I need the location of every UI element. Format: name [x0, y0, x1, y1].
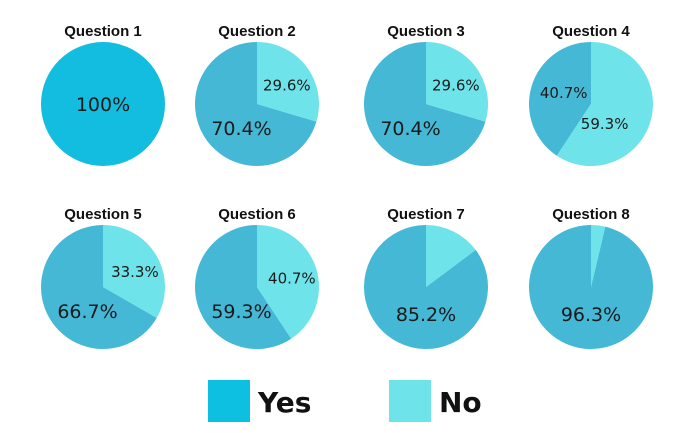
slice-label-yes: 40.7%: [540, 84, 588, 102]
legend-swatch-no: [389, 380, 431, 422]
slice-label-yes: 70.4%: [380, 118, 440, 140]
chart-title: Question 3: [387, 23, 465, 40]
chart-title: Question 8: [552, 206, 630, 223]
pie-chart-question-4: Question 4 59.3% 40.7%: [529, 23, 654, 166]
slice-label-yes: 100%: [76, 94, 130, 116]
pie-slice-no: [426, 225, 476, 287]
slice-label-no: 29.6%: [432, 77, 480, 95]
pie-slice-no: [426, 42, 488, 122]
legend-label-yes: Yes: [257, 386, 311, 419]
pie-slice-no: [257, 225, 319, 339]
pie-chart-question-2: Question 2 29.6% 70.4%: [194, 23, 319, 166]
pie-chart-question-6: Question 6 40.7% 59.3%: [195, 206, 319, 349]
pie-slice-no: [257, 42, 319, 122]
pie-slice-yes: [194, 42, 317, 166]
pie-slice-yes: [195, 225, 292, 349]
pie-slice-yes: [40, 225, 157, 349]
legend-label-no: No: [439, 386, 482, 419]
legend: Yes No: [208, 380, 482, 422]
pie-chart-question-7: Question 7 85.2%: [364, 206, 488, 349]
pie-slice-yes: [529, 42, 591, 156]
chart-title: Question 4: [552, 23, 630, 40]
pie-slice-no: [103, 225, 165, 318]
pie-chart-question-5: Question 5 33.3% 66.7%: [40, 206, 165, 349]
chart-title: Question 1: [64, 23, 142, 40]
slice-label-yes: 85.2%: [396, 304, 456, 326]
slice-label-yes: 96.3%: [561, 304, 621, 326]
pie-slice-yes: [528, 225, 653, 349]
chart-title: Question 6: [218, 206, 296, 223]
slice-label-no: 59.3%: [581, 115, 629, 133]
pie-slice-yes: [41, 42, 165, 166]
slice-label-no: 29.6%: [263, 77, 311, 95]
pie-chart-question-1: Question 1 100%: [41, 23, 165, 166]
chart-title: Question 7: [387, 206, 465, 223]
pie-chart-question-3: Question 3 29.6% 70.4%: [363, 23, 488, 166]
chart-title: Question 5: [64, 206, 142, 223]
slice-label-yes: 66.7%: [57, 301, 117, 323]
pie-slice-no: [591, 225, 606, 287]
chart-title: Question 2: [218, 23, 296, 40]
pie-slice-no: [556, 42, 654, 166]
slice-label-no: 40.7%: [268, 270, 316, 288]
pie-slice-yes: [363, 42, 486, 166]
slice-label-no: 33.3%: [111, 263, 159, 281]
pie-chart-question-8: Question 8 96.3%: [528, 206, 653, 349]
slice-label-yes: 59.3%: [211, 301, 271, 323]
legend-swatch-yes: [208, 380, 250, 422]
slice-label-yes: 70.4%: [211, 118, 271, 140]
